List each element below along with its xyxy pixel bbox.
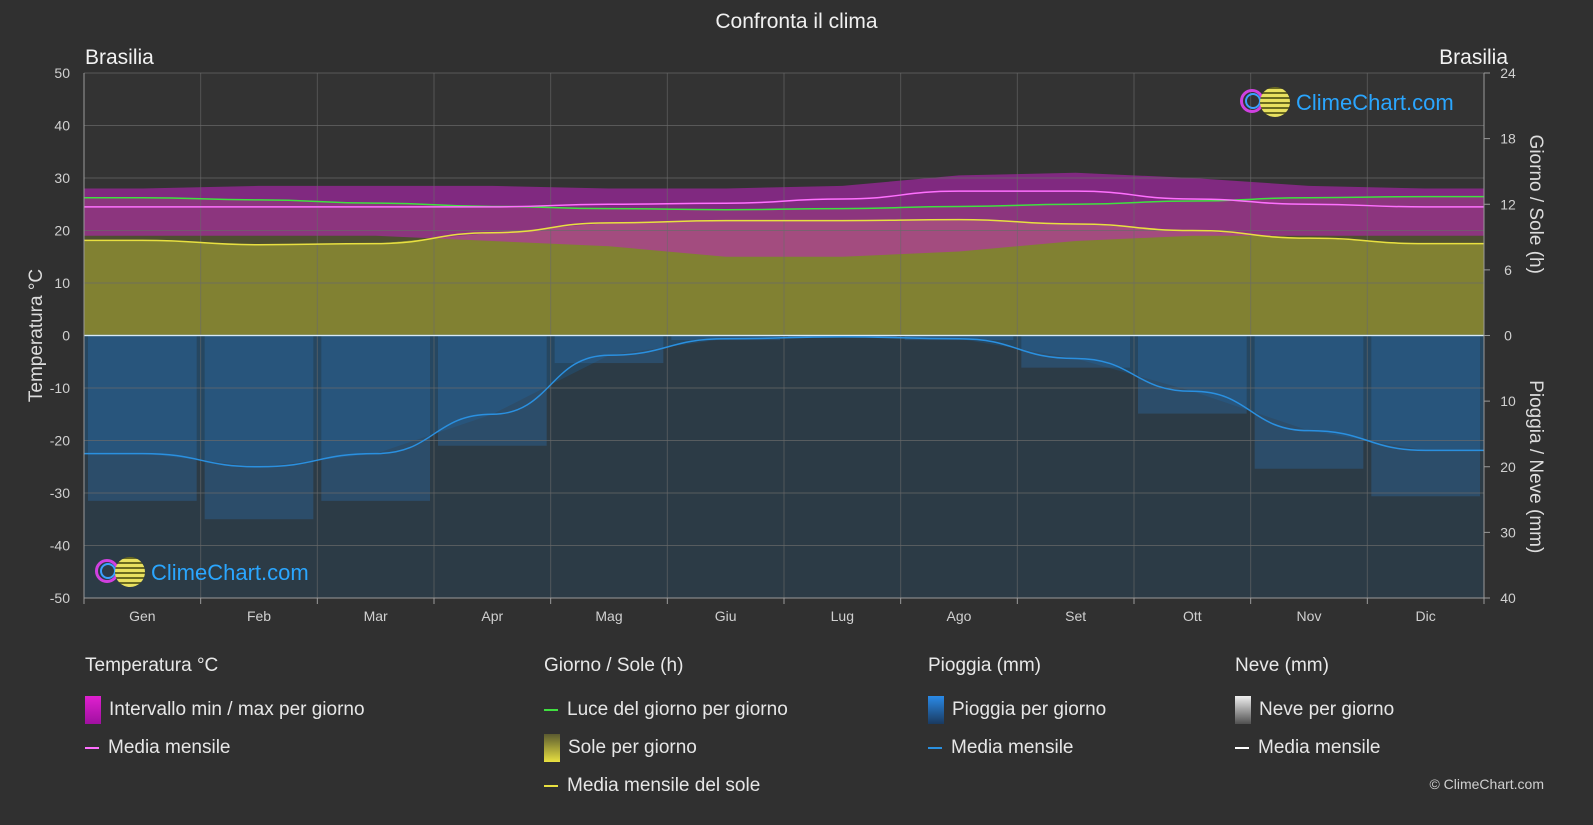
x-tick-label: Nov — [1297, 608, 1322, 624]
legend-label: Intervallo min / max per giorno — [109, 699, 365, 720]
y-tick-label-rain: 10 — [1500, 393, 1516, 409]
y-tick-label-temperature: 40 — [54, 118, 70, 134]
x-tick-label: Mag — [595, 608, 622, 624]
brand-logo-top[interactable]: ClimeChart.com — [1238, 86, 1454, 120]
daylight-line — [84, 195, 1484, 211]
x-tick-label: Lug — [831, 608, 854, 624]
x-tick-label: Set — [1065, 608, 1086, 624]
swatch-sun-mean — [544, 785, 558, 787]
legend-label: Sole per giorno — [568, 737, 697, 758]
legend-item-snow-mean: Media mensile — [1235, 729, 1394, 767]
y-tick-label-temperature: -50 — [50, 590, 70, 606]
swatch-rain — [928, 696, 944, 724]
copyright: © ClimeChart.com — [1429, 776, 1544, 792]
legend-heading: Neve (mm) — [1235, 655, 1329, 676]
y-axis-title-sun: Giorno / Sole (h) — [1525, 135, 1546, 274]
rain-bar — [321, 335, 430, 501]
rain-bar — [1021, 335, 1130, 368]
y-tick-label-sun: 18 — [1500, 131, 1516, 147]
swatch-snow — [1235, 696, 1251, 724]
brand-name: ClimeChart.com — [1296, 90, 1454, 115]
legend-sun: Giorno / Sole (h) Luce del giorno per gi… — [544, 655, 788, 805]
legend-item-snow: Neve per giorno — [1235, 691, 1394, 729]
y-tick-label-temperature: -30 — [50, 485, 70, 501]
y-tick-label-temperature: -10 — [50, 380, 70, 396]
legend-label: Media mensile — [1258, 737, 1381, 758]
x-tick-label: Gen — [129, 608, 155, 624]
x-tick-label: Ott — [1183, 608, 1202, 624]
legend-label: Media mensile — [108, 737, 231, 758]
y-tick-label-sun: 6 — [1504, 262, 1512, 278]
legend-item-temp-range: Intervallo min / max per giorno — [85, 691, 365, 729]
y-tick-label-rain: 40 — [1500, 590, 1516, 606]
swatch-rain-mean — [928, 747, 942, 749]
legend-item-sunshine: Sole per giorno — [544, 729, 788, 767]
legend-item-rain-mean: Media mensile — [928, 729, 1106, 767]
y-tick-label-rain: 30 — [1500, 524, 1516, 540]
swatch-temp-mean — [85, 747, 99, 749]
x-tick-label: Mar — [364, 608, 388, 624]
swatch-sunshine — [544, 734, 560, 762]
brand-logo-bottom[interactable]: ClimeChart.com — [93, 556, 309, 590]
rain-bar — [438, 335, 547, 446]
y-tick-label-rain: 20 — [1500, 459, 1516, 475]
legend-snow: Neve (mm) Neve per giorno Media mensile — [1235, 655, 1394, 767]
rain-bar — [204, 335, 314, 520]
rain-bar — [671, 335, 780, 341]
y-tick-label-sun: 24 — [1500, 65, 1516, 81]
legend-item-temp-mean: Media mensile — [85, 729, 365, 767]
rain-bar — [554, 335, 664, 364]
y-tick-label-temperature: 10 — [54, 275, 70, 291]
y-tick-label-temperature: 50 — [54, 65, 70, 81]
rain-bar — [1254, 335, 1364, 469]
legend-rain: Pioggia (mm) Pioggia per giorno Media me… — [928, 655, 1106, 767]
climechart-logo-icon — [93, 556, 147, 590]
rain-bar — [88, 335, 197, 501]
y-tick-label-sun: 0 — [1504, 328, 1512, 344]
legend-heading: Giorno / Sole (h) — [544, 655, 684, 676]
legend-label: Media mensile — [951, 737, 1074, 758]
y-tick-label-temperature: 20 — [54, 223, 70, 239]
y-axis-title-temperature: Temperatura °C — [26, 269, 47, 402]
swatch-snow-mean — [1235, 747, 1249, 749]
legend-item-daylight: Luce del giorno per giorno — [544, 691, 788, 729]
x-tick-label: Dic — [1416, 608, 1436, 624]
rain-bar — [1138, 335, 1247, 414]
location-left: Brasilia — [85, 46, 154, 69]
x-tick-label: Feb — [247, 608, 271, 624]
sunshine-mean-line — [83, 218, 1484, 246]
climechart-logo-icon — [1238, 86, 1292, 120]
legend-heading: Pioggia (mm) — [928, 655, 1041, 676]
y-axis-title-rain: Pioggia / Neve (mm) — [1525, 380, 1546, 553]
location-right: Brasilia — [1439, 46, 1508, 69]
y-tick-label-temperature: -40 — [50, 538, 70, 554]
x-tick-label: Giu — [715, 608, 737, 624]
legend-label: Media mensile del sole — [567, 775, 761, 796]
y-tick-label-temperature: 0 — [62, 328, 70, 344]
legend-temperature: Temperatura °C Intervallo min / max per … — [85, 655, 365, 767]
x-tick-label: Ago — [947, 608, 972, 624]
temperature-mean-line — [84, 190, 1484, 208]
swatch-daylight — [544, 709, 558, 711]
legend-label: Pioggia per giorno — [952, 699, 1107, 720]
y-tick-label-sun: 12 — [1500, 196, 1516, 212]
y-tick-label-temperature: -20 — [50, 433, 70, 449]
legend-item-rain: Pioggia per giorno — [928, 691, 1106, 729]
swatch-temp-range — [85, 696, 101, 724]
brand-name: ClimeChart.com — [151, 560, 309, 585]
legend-heading: Temperatura °C — [85, 655, 219, 676]
legend-label: Neve per giorno — [1259, 699, 1395, 720]
chart-title: Confronta il clima — [715, 10, 878, 33]
rain-bar — [1371, 335, 1480, 497]
rain-mean-line — [83, 336, 1484, 468]
legend-item-sun-mean: Media mensile del sole — [544, 767, 788, 805]
x-tick-label: Apr — [481, 608, 503, 624]
rain-bar — [904, 335, 1014, 341]
y-tick-label-temperature: 30 — [54, 170, 70, 186]
legend-label: Luce del giorno per giorno — [567, 699, 788, 720]
